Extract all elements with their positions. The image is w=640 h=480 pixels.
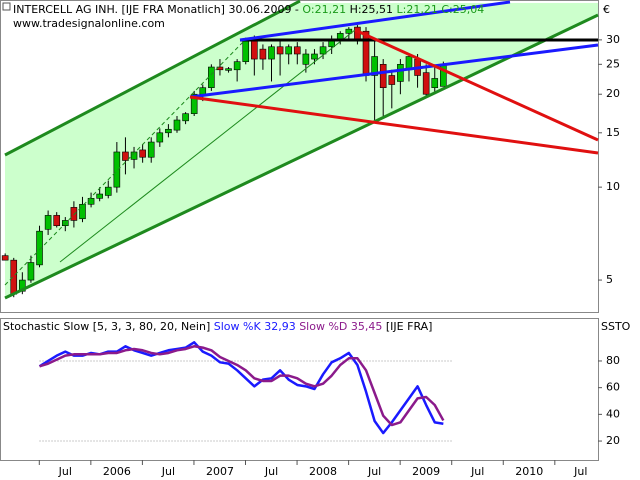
x-tick-label: Jul — [470, 465, 484, 478]
candle-body — [113, 151, 121, 188]
y-tick-label: 80 — [606, 354, 620, 367]
x-tick-label: 2006 — [103, 465, 131, 478]
candle-body — [44, 215, 52, 230]
candle-body — [319, 46, 327, 55]
candle-body — [1, 255, 9, 261]
stoch-title: Stochastic Slow [5, 3, 3, 80, 20, Nein] … — [3, 320, 432, 333]
candle-body — [302, 53, 310, 65]
candle-body — [345, 28, 353, 34]
candle-body — [156, 132, 164, 143]
stoch-unit: SSTO — [601, 320, 631, 333]
candle-body — [199, 87, 207, 95]
candle-body — [379, 64, 387, 88]
candle-body — [233, 61, 241, 71]
x-tick-label: Jul — [367, 465, 381, 478]
low-label: L:21,21 — [397, 3, 438, 16]
candle-body — [293, 46, 301, 55]
y-tick-label: 20 — [606, 87, 620, 100]
candle-body — [397, 64, 404, 82]
legend-d-value: 35,45 — [351, 320, 383, 333]
candle-body — [130, 151, 138, 160]
y-tick-label: 25 — [606, 57, 620, 70]
candle-body — [53, 215, 61, 227]
candle-body — [182, 113, 189, 122]
x-tick-label: 2010 — [515, 465, 543, 478]
candle-body — [122, 151, 129, 161]
candle-body — [70, 207, 78, 221]
candle-body — [268, 46, 275, 60]
channel-upper — [4, 0, 301, 157]
legend-k: Slow %K — [214, 320, 262, 333]
candle-body — [242, 39, 250, 62]
source: www.tradesignalonline.com — [13, 17, 165, 30]
candle-body — [225, 68, 232, 71]
high-label: H:25,51 — [350, 3, 393, 16]
channel-mid — [59, 29, 356, 263]
y-tick-label: 15 — [606, 126, 620, 139]
y-tick-label: 20 — [606, 434, 620, 447]
candle-body — [311, 53, 318, 60]
candle-body — [422, 72, 430, 95]
y-tick-label: 10 — [606, 180, 620, 193]
trend-lines — [4, 0, 599, 300]
candle-body — [371, 56, 378, 76]
candle-body — [87, 198, 95, 205]
price-title: INTERCELL AG INH. [IJE FRA Monatlich] 30… — [13, 3, 484, 16]
candle-body — [285, 46, 292, 55]
candle-body — [431, 78, 439, 88]
legend-d: Slow %D — [299, 320, 347, 333]
panel-frame — [0, 318, 599, 461]
x-tick-label: Jul — [264, 465, 278, 478]
open-label: O:21,21 — [302, 3, 346, 16]
candle-body — [10, 259, 18, 295]
blue-trend-upper — [239, 0, 511, 42]
candle-body — [139, 149, 146, 158]
subtitle: [IJE FRA] — [386, 320, 433, 333]
price-unit: € — [603, 3, 610, 16]
candle-body — [251, 39, 258, 60]
channel-lower — [4, 13, 599, 300]
red-trend-upper — [354, 28, 599, 142]
panel-icon — [2, 2, 11, 11]
title-text: INTERCELL AG INH. [IJE FRA Monatlich] 30… — [13, 3, 299, 16]
candle-body — [259, 48, 267, 60]
candle-body — [104, 186, 112, 196]
candle-body — [27, 262, 35, 281]
channel-fill — [5, 3, 598, 298]
y-tick-label: 60 — [606, 381, 620, 394]
candle-body — [147, 141, 155, 158]
x-tick-label: Jul — [161, 465, 175, 478]
candle-body — [276, 46, 284, 55]
candle-body — [96, 193, 103, 199]
legend-k-value: 32,93 — [264, 320, 296, 333]
blue-trend-lower — [189, 43, 599, 99]
candle-body — [362, 30, 370, 76]
candle-body — [208, 66, 215, 88]
stoch-line — [39, 345, 445, 427]
candle-body — [79, 203, 86, 220]
title-text: Stochastic Slow [5, 3, 3, 80, 20, Nein] — [3, 320, 210, 333]
y-tick-label: 40 — [606, 407, 620, 420]
close-label: C:25,04 — [441, 3, 484, 16]
y-tick-label: 5 — [606, 273, 613, 286]
red-trend-lower — [189, 95, 599, 155]
channel-guide — [4, 39, 246, 286]
x-tick-label: Jul — [58, 465, 72, 478]
x-tick-label: 2008 — [309, 465, 337, 478]
candle-body — [388, 75, 396, 85]
candle-body — [36, 230, 43, 266]
candle-body — [165, 128, 172, 134]
candles — [1, 25, 447, 298]
y-tick-label: 30 — [606, 33, 620, 46]
candle-body — [190, 93, 198, 114]
x-tick-label: 2007 — [206, 465, 234, 478]
x-tick-label: Jul — [573, 465, 587, 478]
x-tick-label: 2009 — [412, 465, 440, 478]
candle-body — [173, 119, 181, 131]
